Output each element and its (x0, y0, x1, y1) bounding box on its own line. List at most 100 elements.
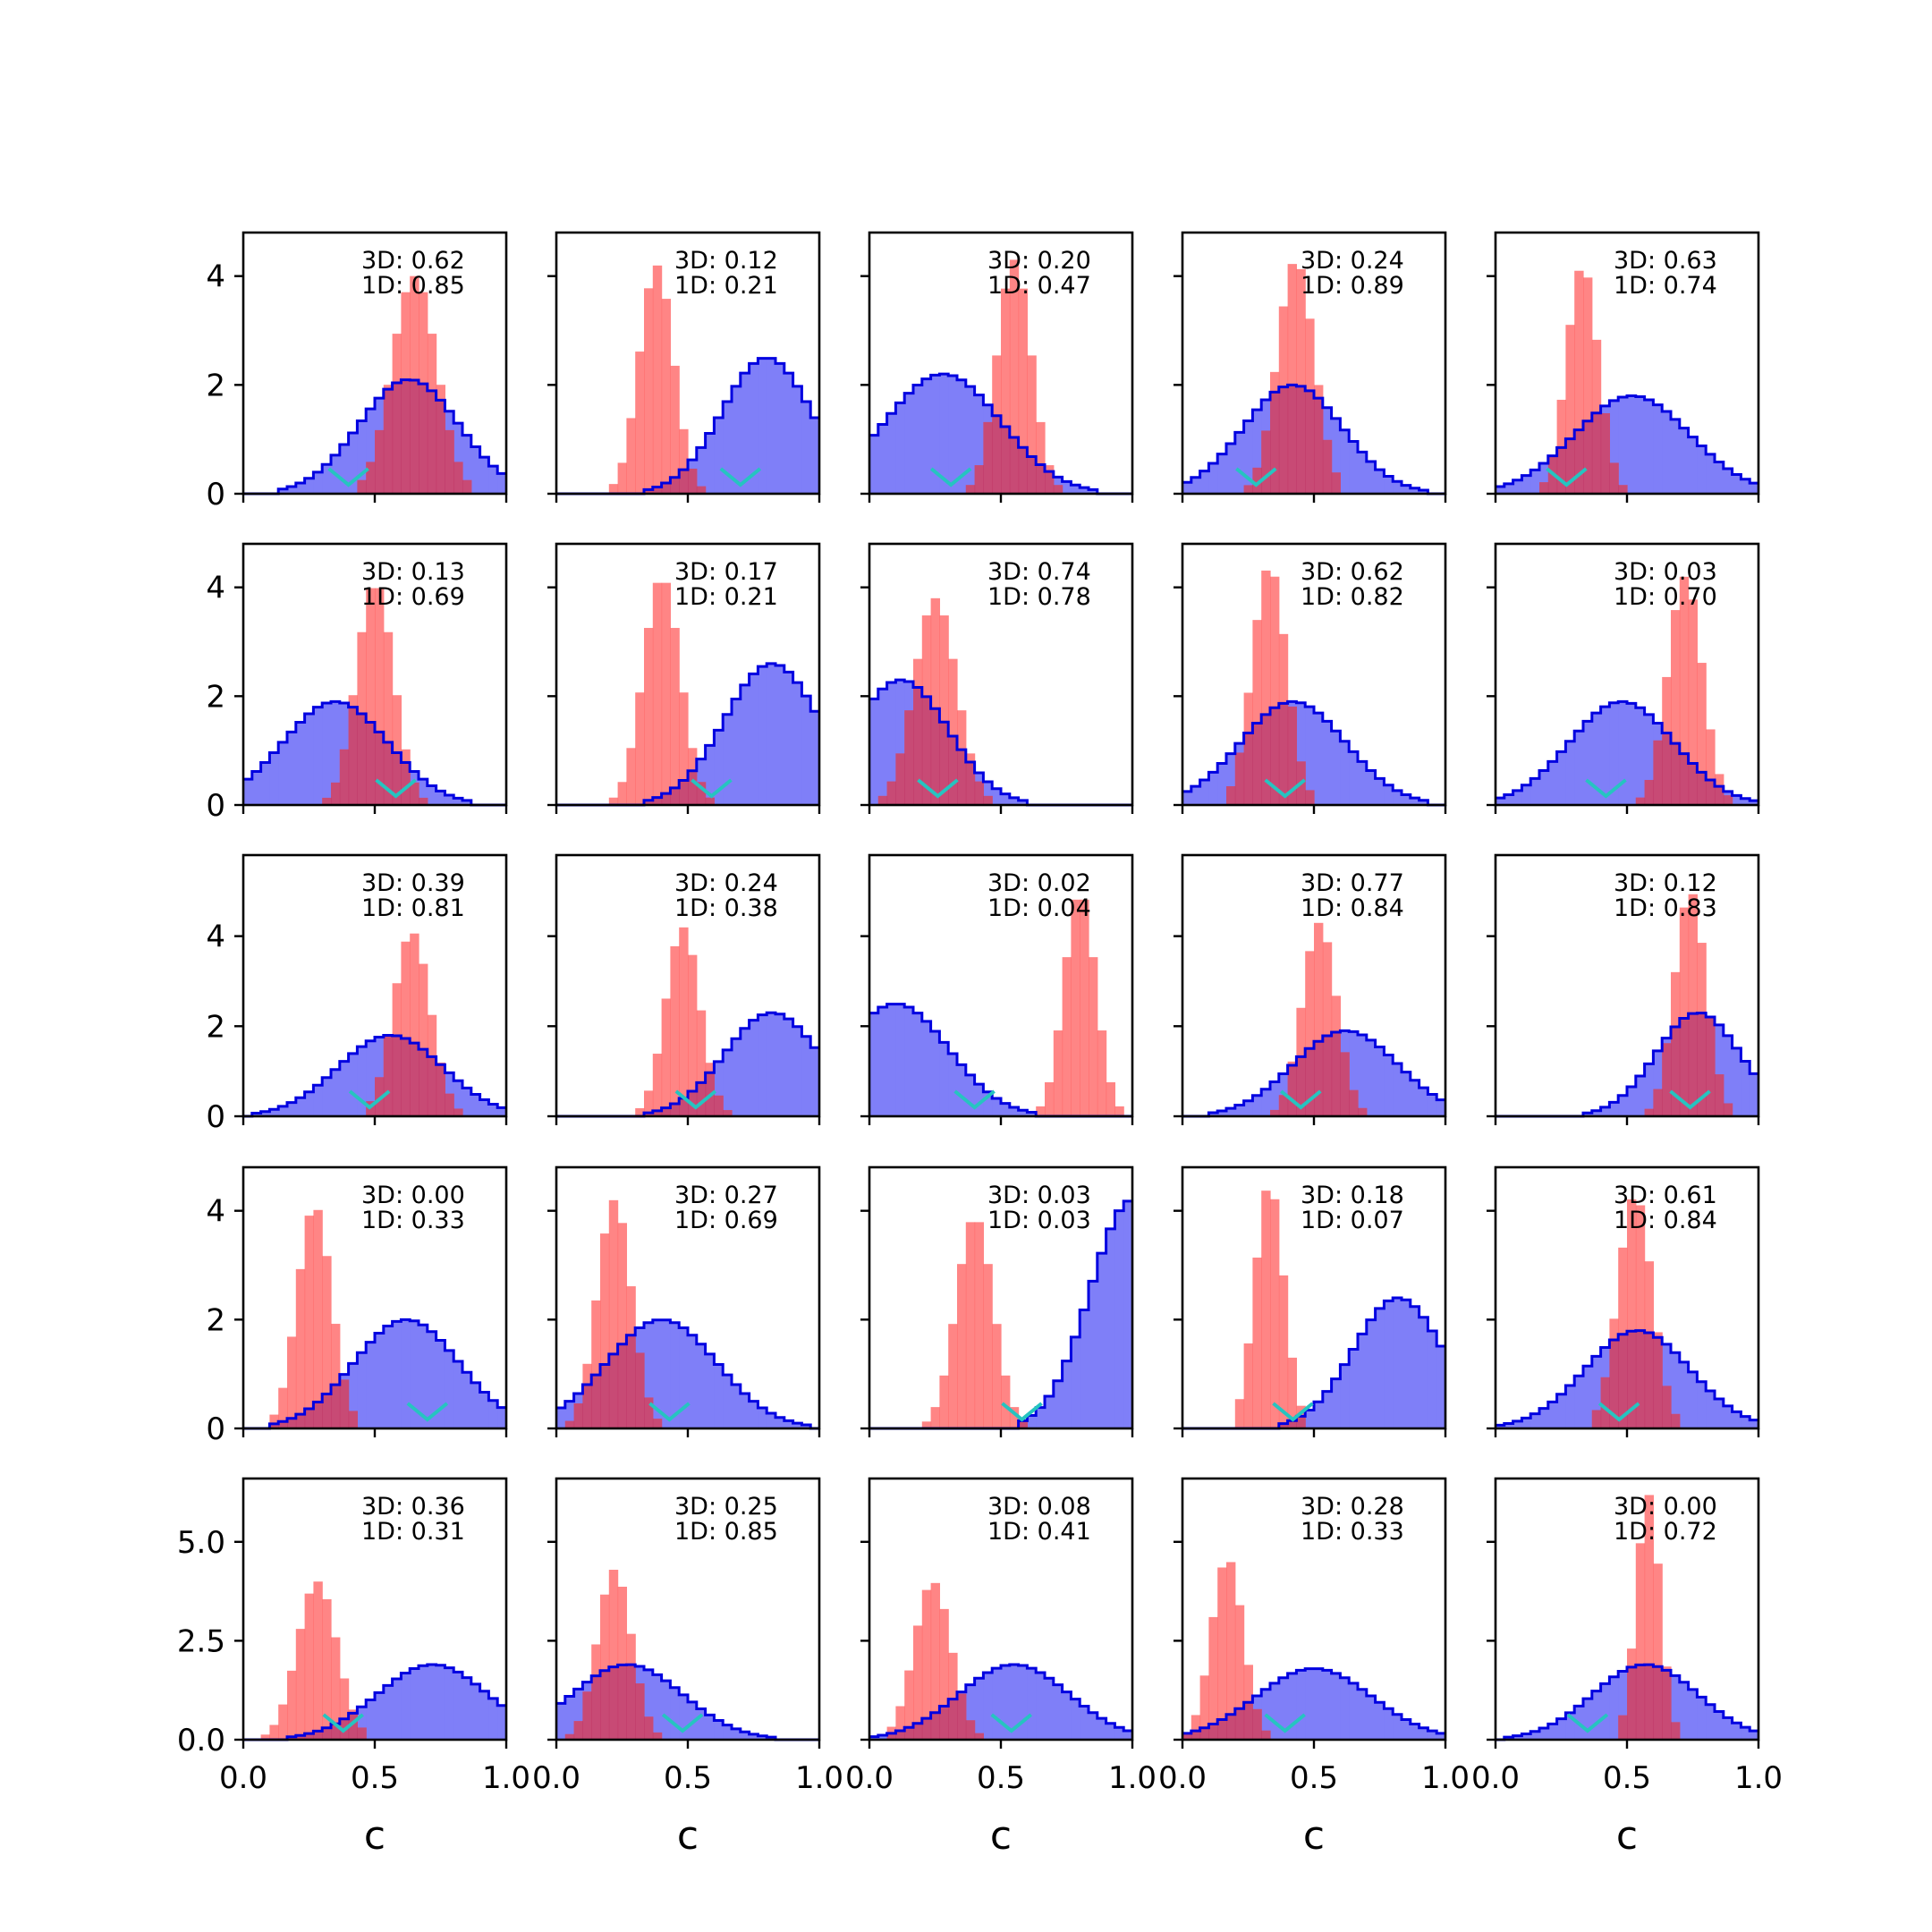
hist-3d-bar (1071, 1699, 1080, 1740)
hist-3d-bar (1436, 1099, 1446, 1116)
hist-overlap-bar (1018, 1421, 1028, 1428)
hist-overlap-bar (453, 1108, 463, 1116)
hist-overlap-bar (410, 379, 419, 494)
hist-overlap-bar (269, 1423, 279, 1428)
hist-3d-bar (462, 800, 472, 805)
hist-3d-bar (921, 378, 932, 494)
hist-overlap-bar (1583, 420, 1593, 494)
hist-overlap-bar (983, 795, 993, 805)
hist-3d-bar (1653, 1050, 1663, 1116)
hist-overlap-bar (723, 1110, 733, 1116)
x-axis-label: c (1303, 1813, 1325, 1859)
hist-3d-bar (1496, 487, 1505, 494)
hist-overlap-bar (895, 1731, 905, 1740)
hist-3d-bar (801, 696, 811, 805)
marker-chevron (691, 778, 733, 799)
hist-3d-bar (1305, 1410, 1315, 1428)
hist-overlap-bar (1226, 1714, 1236, 1740)
hist-3d-bar (427, 785, 437, 805)
hist-1d-bar (1565, 325, 1575, 494)
x-tick-label: 0.5 (1290, 1760, 1338, 1796)
hist-overlap-bar (1671, 1722, 1681, 1740)
hist-3d-bar (1591, 1356, 1602, 1428)
hist-3d-bar (1062, 481, 1072, 494)
hist-3d-bar (1574, 731, 1584, 805)
hist-overlap-bar (331, 782, 341, 805)
hist-overlap-bar (304, 1733, 314, 1740)
hist-overlap-bar (375, 429, 385, 494)
hist-overlap-bar (1635, 797, 1646, 805)
hist-3d-bar (1358, 1334, 1368, 1428)
hist-1d-bar (670, 945, 680, 1116)
annotation-1d: 1D: 0.04 (987, 894, 1091, 922)
annotation-1d: 1D: 0.47 (987, 272, 1091, 300)
hist-overlap-bar (339, 1379, 350, 1428)
hist-overlap-bar (1243, 1702, 1253, 1740)
hist-3d-bar (462, 1088, 472, 1116)
hist-3d-bar (1402, 794, 1411, 805)
hist-3d-bar (1217, 453, 1227, 494)
hist-3d-step-outline (1496, 1329, 1758, 1427)
hist-1d-bar (661, 998, 671, 1116)
hist-3d-bar (479, 1690, 489, 1740)
hist-3d-bar (251, 771, 262, 805)
hist-1d-bar (591, 1300, 601, 1428)
hist-3d-bar (269, 1109, 279, 1116)
hist-3d-bar (1539, 463, 1549, 494)
hist-overlap-bar (1036, 464, 1046, 494)
hist-3d-bar (1080, 1309, 1089, 1428)
hist-3d-bar (1591, 713, 1602, 805)
hist-3d-bar (1741, 479, 1750, 494)
annotation-1d: 1D: 0.31 (361, 1518, 465, 1546)
hist-1d-bar (1697, 663, 1707, 805)
hist-1d-bar (1671, 610, 1681, 805)
hist-overlap-bar (1261, 714, 1271, 805)
hist-1d-bar (895, 1706, 905, 1740)
hist-3d-bar (1331, 418, 1341, 494)
hist-overlap-bar (582, 1385, 592, 1428)
hist-overlap-bar (688, 770, 698, 805)
hist-3d-bar (705, 1715, 715, 1740)
hist-3d-bar (287, 732, 297, 805)
annotation-1d: 1D: 0.07 (1301, 1207, 1404, 1234)
hist-1d-bar (1261, 1191, 1271, 1428)
hist-overlap-bar (1261, 1730, 1271, 1740)
hist-1d-bar (1018, 288, 1028, 494)
annotation-3d: 3D: 0.00 (361, 1182, 465, 1209)
hist-1d-bar (304, 1216, 314, 1428)
hist-3d-bar (957, 1064, 967, 1116)
hist-overlap-bar (427, 1056, 437, 1116)
hist-overlap-bar (287, 1418, 297, 1428)
hist-1d-bar (965, 1222, 976, 1428)
hist-3d-bar (1732, 795, 1741, 805)
hist-overlap-bar (401, 762, 411, 805)
hist-1d-bar (939, 615, 949, 805)
hist-3d-bar (1547, 761, 1558, 805)
hist-overlap-bar (1349, 1089, 1359, 1116)
marker-chevron (1597, 1402, 1640, 1422)
annotation-3d: 3D: 0.27 (674, 1182, 778, 1209)
hist-1d-bar (1278, 1275, 1289, 1428)
hist-1d-bar (1027, 355, 1037, 494)
hist-3d-bar (1609, 1102, 1619, 1116)
hist-3d-step-outline (1182, 1667, 1445, 1735)
hist-1d-bar (1653, 1563, 1663, 1740)
marker-chevron (648, 1402, 691, 1422)
hist-3d-step-outline (869, 1663, 1132, 1739)
hist-3d-bar (470, 446, 481, 494)
marker-chevron (1272, 1402, 1314, 1422)
hist-3d-bar (1199, 779, 1209, 805)
hist-3d-bar (1521, 1418, 1531, 1428)
hist-3d-bar (801, 401, 811, 494)
hist-3d-bar (556, 1408, 566, 1428)
hist-3d-bar (1226, 443, 1236, 494)
hist-1d-bar (617, 1586, 627, 1740)
hist-1d-bar (1053, 1030, 1063, 1116)
hist-3d-bar (714, 417, 724, 494)
hist-3d-bar (1627, 703, 1637, 805)
hist-overlap-bar (965, 485, 976, 494)
hist-3d-bar (278, 488, 288, 494)
hist-overlap-bar (1009, 436, 1020, 494)
annotation-3d: 3D: 0.24 (1301, 247, 1404, 275)
x-tick-label: 0.0 (1471, 1760, 1520, 1796)
